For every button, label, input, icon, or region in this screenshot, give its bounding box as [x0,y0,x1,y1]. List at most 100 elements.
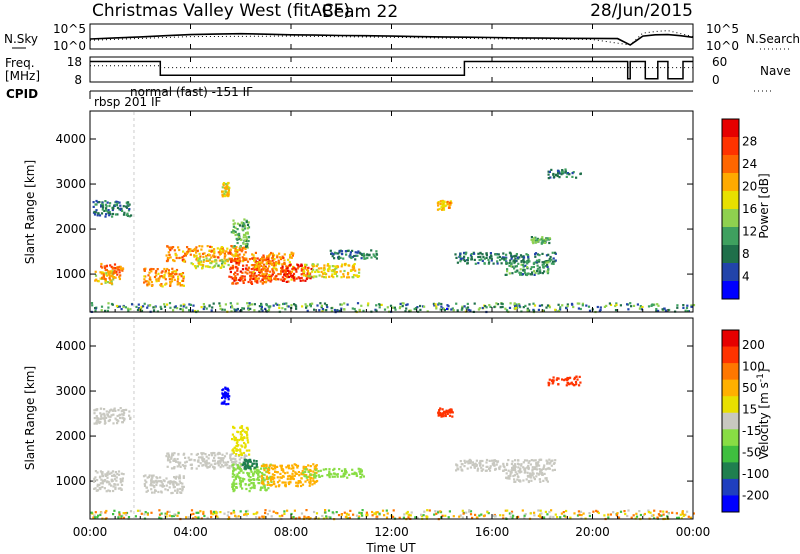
scatter-cell [626,514,629,518]
scatter-cell [289,263,292,266]
scatter-cell [119,267,122,270]
scatter-cell [253,268,256,271]
scatter-cell [171,452,174,455]
scatter-cell [540,304,544,307]
scatter-cell [498,467,501,471]
scatter-cell [552,379,555,382]
scatter-cell [241,256,244,259]
scatter-cell [434,303,437,306]
scatter-cell [638,307,641,310]
scatter-cell [223,393,226,396]
xtick-label: 04:00 [173,525,208,539]
scatter-cell [286,471,289,474]
scatter-cell [632,514,635,517]
scatter-cell [323,302,327,305]
scatter-cell [255,460,258,463]
scatter-cell [336,265,340,268]
date-label: 28/Jun/2015 [590,1,693,21]
scatter-cell [548,241,551,245]
scatter-cell [340,513,343,516]
scatter-cell [117,487,120,490]
scatter-cell [531,240,534,243]
scatter-cell [213,250,216,253]
scatter-cell [681,510,684,513]
scatter-cell [267,309,271,312]
scatter-cell [168,273,171,276]
scatter-cell [154,489,157,492]
scatter-cell [229,268,232,271]
scatter-cell [496,303,500,306]
scatter-cell [102,272,105,275]
scatter-cell [450,408,453,411]
scatter-cell [246,433,249,436]
velocity-ylabel: Slant Range [km] [23,366,37,470]
scatter-cell [224,397,227,400]
scatter-cell [356,302,360,305]
scatter-cell [265,465,268,468]
power-colorbar-label: Power [dB] [757,173,771,238]
colorbar-swatch [722,346,739,364]
scatter-cell [278,261,281,264]
scatter-cell [277,273,280,276]
scatter-cell [546,467,549,470]
scatter-cell [202,258,205,261]
scatter-cell [313,510,316,514]
scatter-cell [259,274,262,277]
scatter-cell [187,250,190,253]
scatter-cell [101,277,104,280]
scatter-cell [149,484,152,487]
ytick-label: 4000 [55,339,86,353]
scatter-cell [246,223,250,226]
scatter-cell [280,476,283,479]
scatter-cell [165,455,168,458]
scatter-cell [93,417,96,420]
scatter-cell [483,262,486,265]
scatter-cell [235,279,238,282]
scatter-cell [237,431,240,434]
scatter-cell [255,472,258,475]
scatter-cell [182,475,185,478]
scatter-cell [195,511,198,514]
scatter-cell [280,267,283,270]
scatter-cell [150,480,153,483]
scatter-cell [191,263,195,266]
scatter-cell [293,509,296,512]
scatter-cell [578,513,581,516]
scatter-cell [647,305,651,308]
scatter-cell [245,487,248,491]
scatter-cell [171,454,174,457]
scatter-cell [172,483,175,486]
scatter-cell [255,516,258,519]
scatter-cell [490,259,493,262]
scatter-cell [207,457,210,460]
scatter-cell [259,280,262,283]
scatter-cell [545,479,548,482]
scatter-cell [114,486,117,489]
scatter-cell [169,283,172,286]
colorbar-swatch [722,137,739,156]
scatter-cell [231,253,234,256]
scatter-cell [249,466,252,469]
scatter-cell [467,308,470,312]
scatter-cell [297,480,300,483]
scatter-cell [271,273,274,276]
scatter-cell [316,304,319,307]
scatter-cell [538,266,541,269]
scatter-cell [240,436,243,439]
scatter-cell [169,482,172,485]
scatter-cell [296,267,299,270]
scatter-cell [115,479,118,482]
scatter-cell [462,257,465,260]
scatter-cell [252,481,255,485]
scatter-cell [492,461,495,465]
scatter-cell [92,205,95,208]
freq-unit-label: [MHz] [5,69,40,83]
scatter-cell [535,468,538,471]
scatter-cell [509,259,512,262]
scatter-cell [97,212,100,215]
scatter-cell [205,461,208,465]
scatter-cell [94,279,97,282]
scatter-cell [149,276,152,279]
scatter-cell [321,514,324,518]
scatter-cell [588,309,592,312]
